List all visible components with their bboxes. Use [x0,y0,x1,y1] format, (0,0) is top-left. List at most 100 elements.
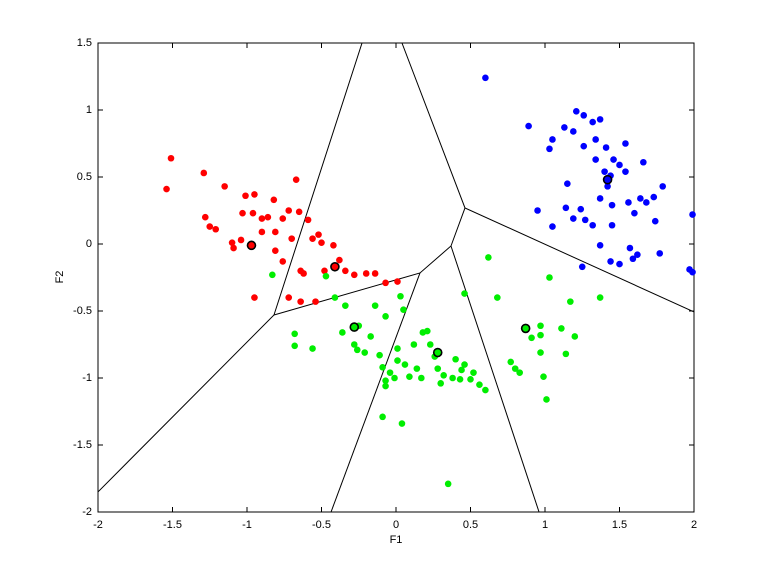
data-point [558,325,565,332]
y-tick-label: -0.5 [73,305,92,317]
data-point [562,204,570,212]
centroid [432,347,443,358]
data-point [567,298,574,305]
data-point [291,342,298,350]
data-point [616,161,623,169]
data-point [549,136,556,143]
data-point [643,199,650,206]
data-point [304,216,312,224]
data-point [485,254,492,261]
centroid [330,261,340,272]
data-point [167,154,175,162]
data-point [228,239,236,246]
data-point [604,183,611,190]
boundary-line [330,272,421,512]
data-point [367,333,374,340]
data-point [482,386,489,394]
data-point [382,313,389,320]
y-tick-label: -1.5 [73,439,92,451]
data-point [376,351,383,359]
data-point [398,420,406,427]
data-point [601,168,608,175]
data-point [543,396,550,403]
data-point [607,258,614,265]
data-point [291,330,298,338]
data-point [371,270,379,277]
y-tick-label: 0 [86,238,92,250]
data-point [221,183,228,190]
data-point [580,112,588,119]
data-point [651,217,659,225]
data-point [361,349,369,356]
centroid [520,323,531,334]
data-point [269,271,276,279]
data-point [596,242,604,249]
data-point [534,207,541,214]
data-point [362,270,370,277]
boundary-line [273,207,466,316]
data-point [656,250,664,257]
data-point [318,239,325,246]
data-point [625,199,632,206]
data-point [482,74,489,82]
data-point [201,213,209,221]
x-tick-label: 2 [691,519,697,531]
x-tick-label: -1.5 [163,519,182,531]
data-point [592,156,599,163]
data-point [596,195,604,202]
data-point [608,221,616,229]
data-point [540,373,547,380]
y-tick-label: 0.5 [77,171,92,183]
data-point [626,244,634,252]
data-point [589,221,596,229]
data-point [622,168,629,175]
data-point [546,274,553,281]
data-point [312,298,319,305]
data-point [537,322,544,330]
data-point [206,223,214,230]
x-tick-label: 1.5 [612,519,627,531]
data-point [237,236,245,244]
data-point [386,369,394,376]
data-point [659,183,667,190]
data-point [251,191,258,198]
data-point [610,156,617,163]
data-point [561,124,568,131]
data-point [331,294,339,301]
data-point [413,365,421,372]
data-point [321,267,328,275]
data-point [200,169,208,177]
data-point [537,331,544,339]
y-tick-label: -1 [82,372,92,384]
data-point [546,145,553,153]
data-point [525,122,532,130]
data-point [339,329,346,336]
x-tick-label: 0 [393,519,399,531]
data-point [572,108,580,115]
data-point [629,255,637,263]
data-point [230,244,237,252]
data-point [516,369,523,376]
data-point [456,376,464,383]
data-point [382,377,389,384]
data-point [279,258,287,265]
data-point [449,374,456,382]
data-point [394,345,401,352]
data-point [570,128,577,135]
data-point [458,366,465,374]
y-tick-label: -2 [82,506,92,518]
data-point [564,180,571,187]
data-point [423,327,431,335]
data-point [631,209,638,217]
x-tick-label: -0.5 [312,519,331,531]
data-point [163,185,170,193]
data-point [689,268,696,276]
data-point [577,205,585,213]
data-point [476,381,483,389]
data-point [608,201,616,209]
data-point [426,341,434,348]
x-axis-label: F1 [390,534,403,546]
data-point [285,207,293,214]
data-point [596,294,604,301]
data-point [434,365,442,372]
